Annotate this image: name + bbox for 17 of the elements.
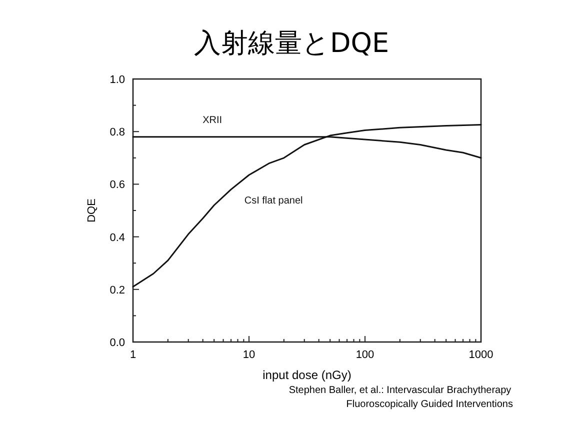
y-tick-label: 0.0 (110, 337, 125, 349)
y-tick-label: 1.0 (110, 74, 125, 86)
series-label: XRII (202, 114, 222, 126)
y-axis-title: DQE (86, 198, 98, 222)
text: Stephen Baller, et al.: Intervascular Brachytherapy (288, 385, 512, 396)
y-tick-label: 0.8 (110, 126, 125, 139)
chart-title: 入射線量とDQE (194, 28, 390, 59)
series-label: CsI flat panel (244, 195, 303, 206)
y-tick-label: 0.6 (110, 179, 125, 192)
x-axis-title: input dose (nGy) (262, 368, 352, 382)
x-tick-label: 1 (130, 349, 136, 361)
y-tick-label: 0.2 (110, 284, 125, 296)
text: Fluoroscopically Guided Interventions (346, 399, 513, 410)
x-tick-label: 1000 (468, 349, 494, 361)
y-tick-label: 0.4 (110, 232, 125, 244)
x-tick-label: 100 (356, 349, 374, 361)
x-tick-label: 10 (242, 349, 256, 361)
